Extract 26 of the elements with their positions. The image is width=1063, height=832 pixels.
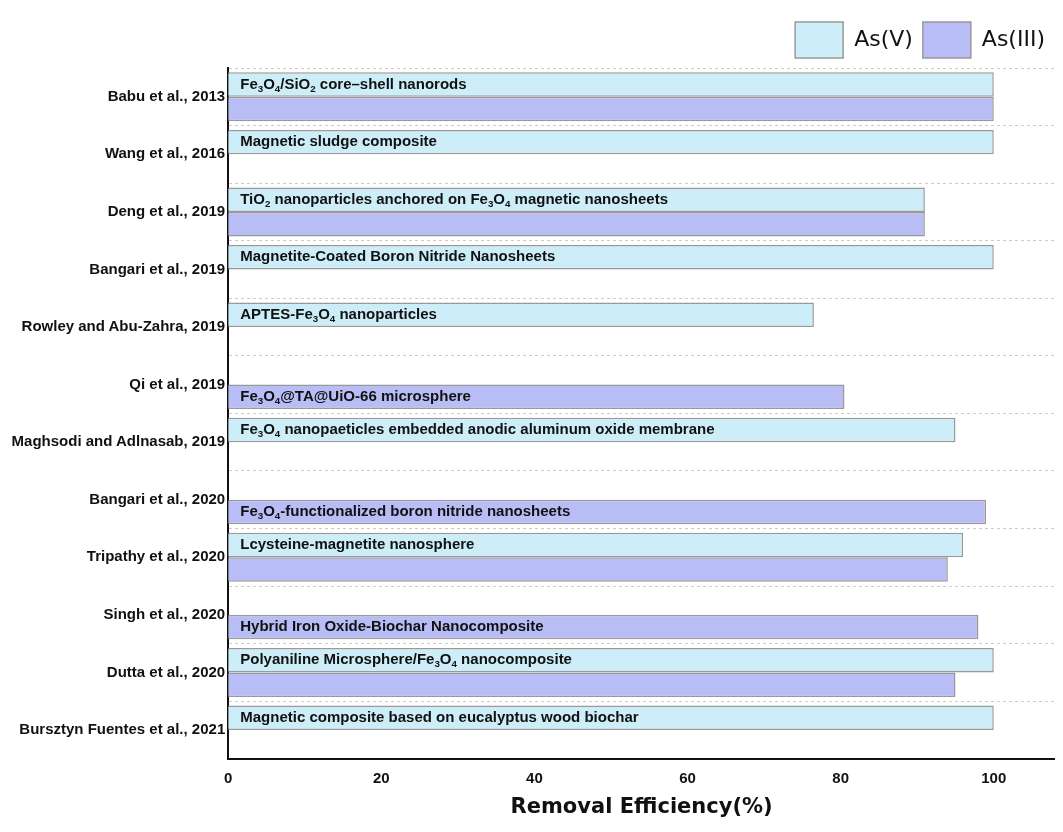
y-tick-label: Tripathy et al., 2020 (86, 547, 226, 565)
x-axis-title: Removal Efficiency(%) (510, 793, 773, 818)
y-tick-label: Deng et al., 2019 (107, 202, 226, 220)
x-tick-label: 40 (526, 768, 543, 786)
y-tick-label: Bangari et al., 2019 (89, 259, 226, 277)
x-tick-label: 60 (679, 768, 696, 786)
y-tick-label: Rowley and Abu-Zahra, 2019 (21, 317, 226, 335)
annotation: Lcysteine-magnetite nanosphere (240, 535, 475, 553)
y-tick-label: Maghsodi and Adlnasab, 2019 (11, 432, 226, 450)
y-tick-label: Singh et al., 2020 (103, 605, 226, 623)
y-tick-label: Qi et al., 2019 (129, 374, 226, 392)
annotation: Hybrid Iron Oxide-Biochar Nanocomposite (240, 617, 544, 635)
x-tick-label: 0 (224, 768, 233, 786)
legend-label: As(III) (981, 25, 1046, 51)
x-tick-label: 20 (372, 768, 390, 786)
annotation: Magnetic sludge composite (240, 132, 437, 150)
annotation: Magnetic composite based on eucalyptus wood biochar (240, 707, 639, 725)
annotation: Magnetite-Coated Boron Nitride Nanosheets (240, 247, 556, 265)
y-tick-label: Dutta et al., 2020 (106, 662, 226, 680)
legend-label: As(V) (854, 25, 913, 51)
x-tick-label: 100 (981, 768, 1007, 786)
y-tick-label: Babu et al., 2013 (107, 86, 226, 104)
y-tick-label: Wang et al., 2016 (104, 144, 226, 162)
x-tick-label: 80 (832, 768, 849, 786)
y-tick-label: Bursztyn Fuentes et al., 2021 (19, 720, 226, 738)
y-tick-label: Bangari et al., 2020 (89, 489, 226, 507)
